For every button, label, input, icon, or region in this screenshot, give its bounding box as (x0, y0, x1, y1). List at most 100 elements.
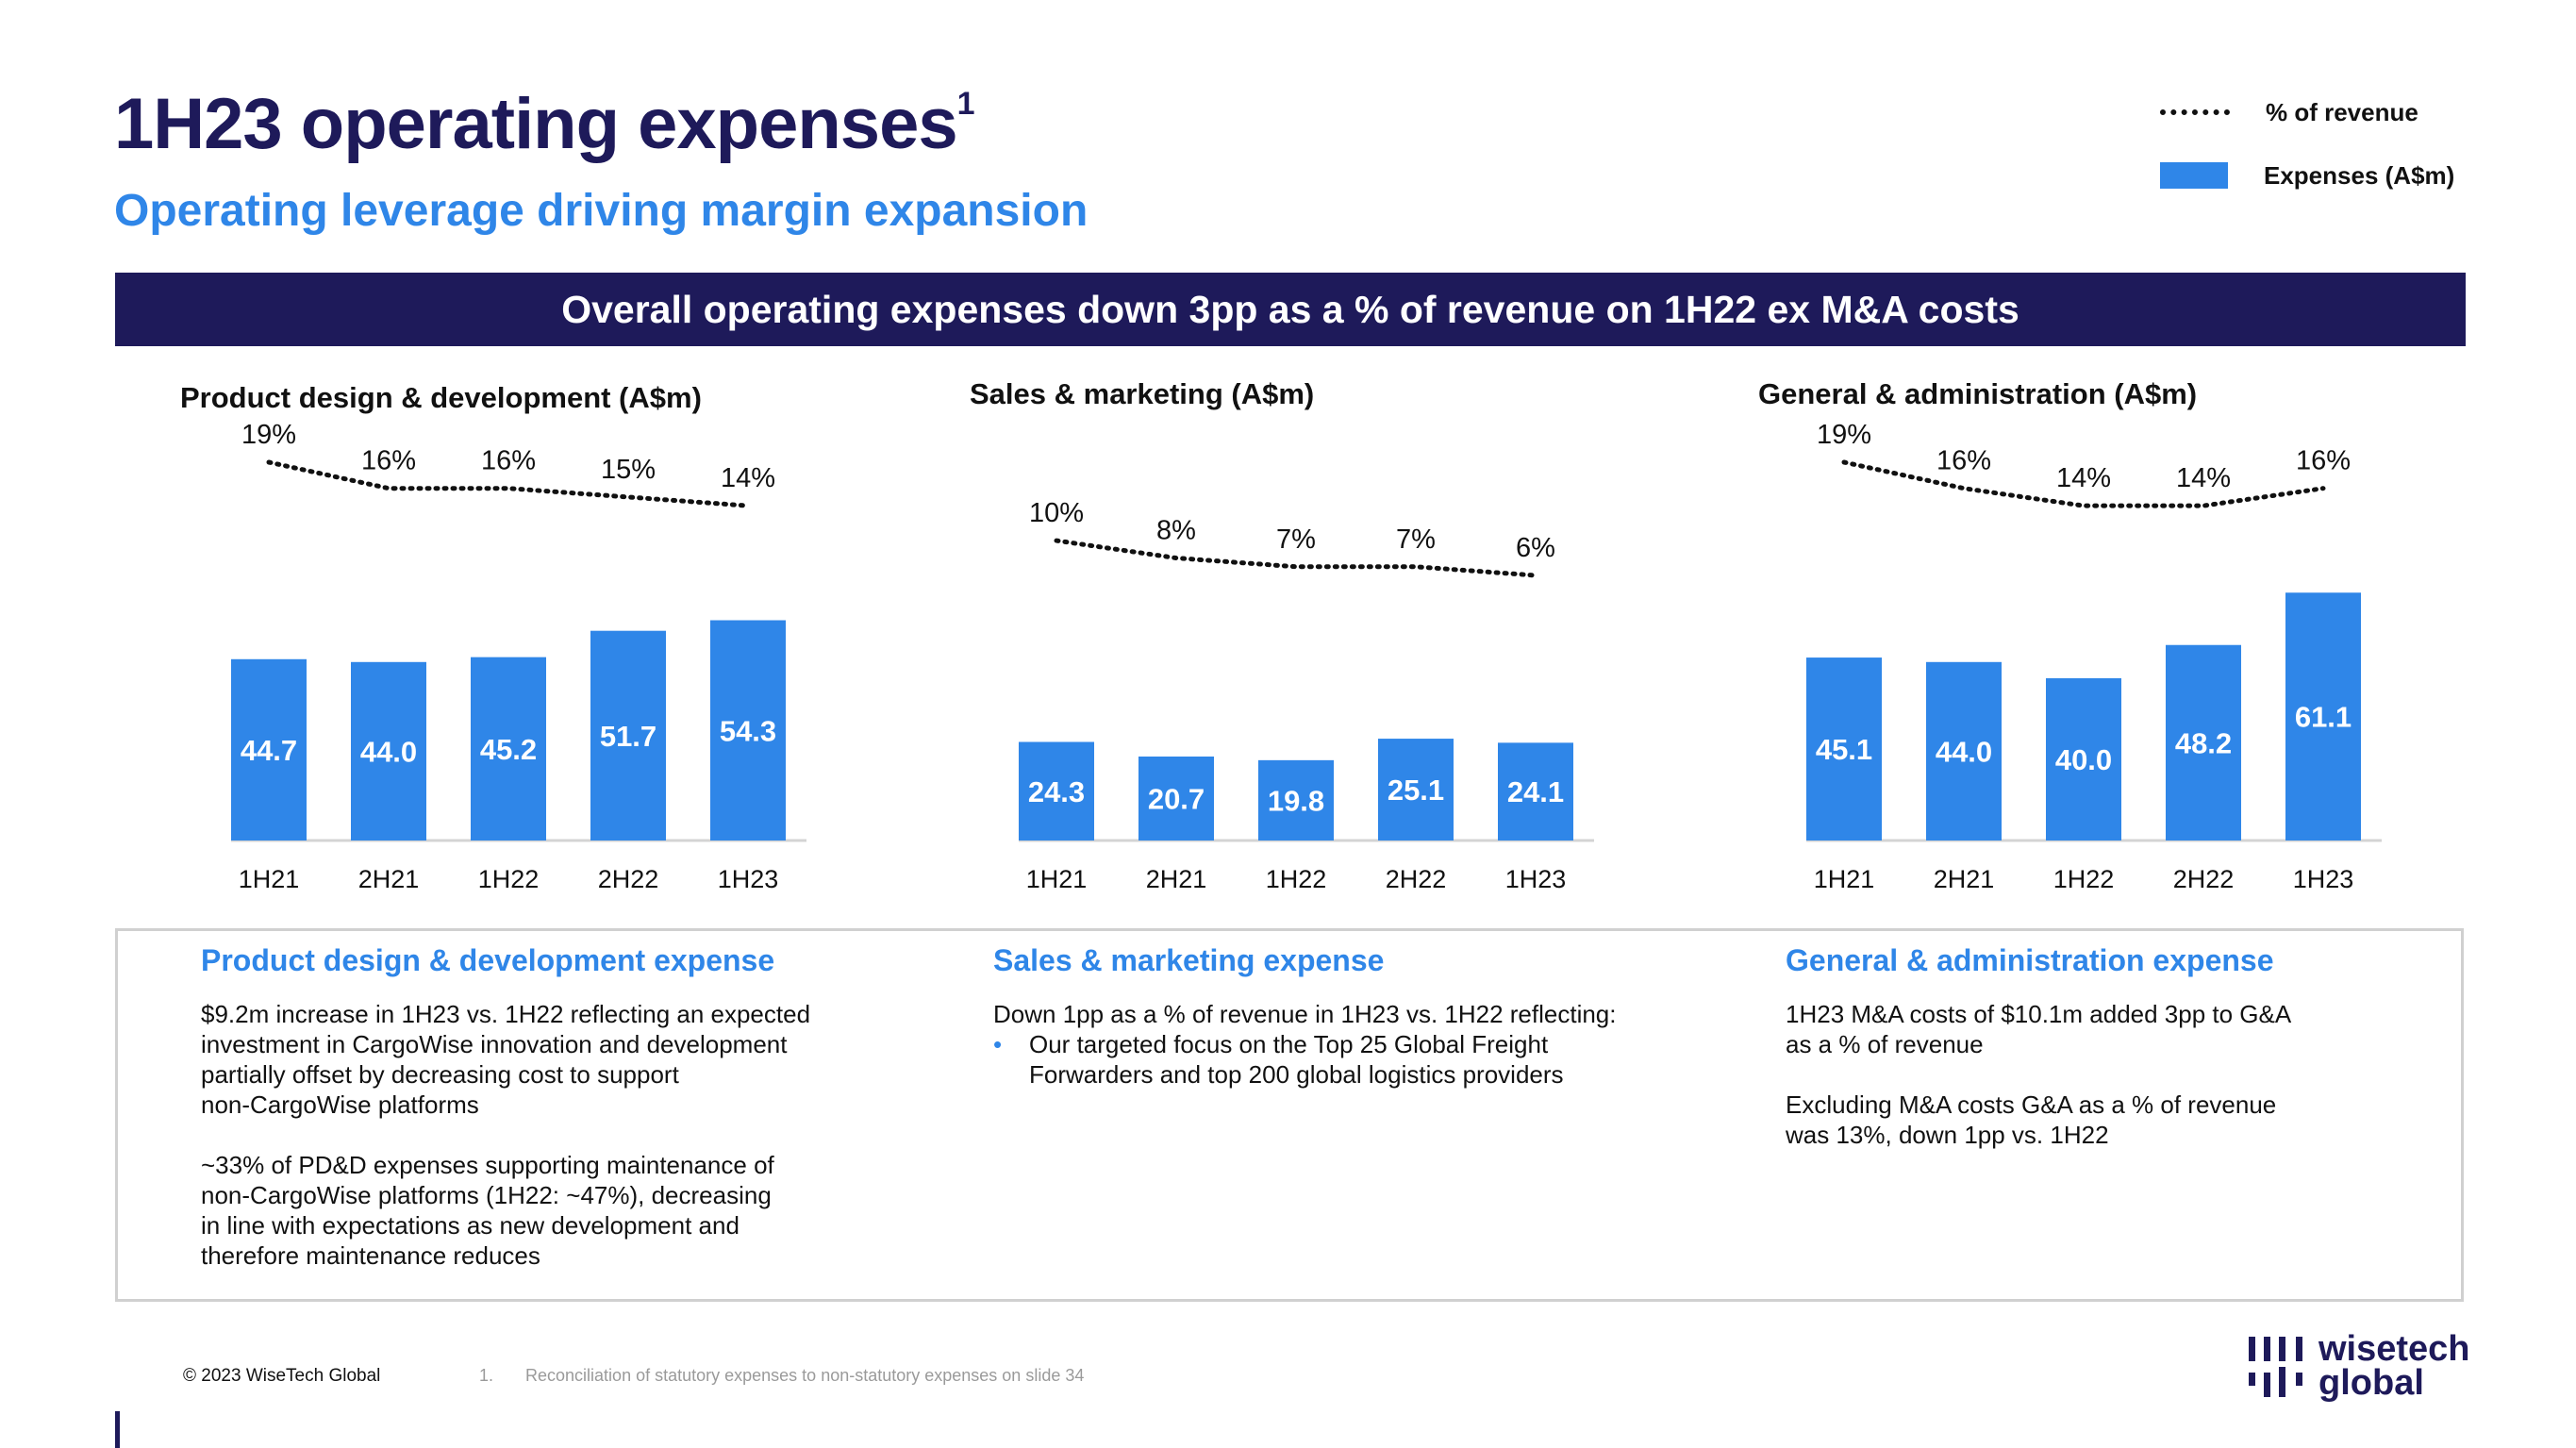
percent-label: 14% (721, 463, 775, 493)
percent-label: 14% (2056, 463, 2111, 493)
x-tick-label: 1H21 (1026, 865, 1088, 893)
percent-of-revenue-line (266, 459, 751, 508)
page-title: 1H23 operating expenses1 (114, 83, 975, 165)
x-tick-label: 1H23 (2293, 865, 2354, 893)
x-tick-label: 2H21 (1934, 865, 1995, 893)
percent-label: 16% (2296, 446, 2351, 476)
bar-1h21 (1806, 657, 1882, 841)
bar-swatch (2160, 162, 2228, 189)
x-tick-label: 2H21 (1146, 865, 1207, 893)
percent-label: 16% (1936, 446, 1991, 476)
page-title-text: 1H23 operating expenses (114, 84, 958, 164)
percent-label: 19% (1817, 420, 1871, 450)
ga-description: General & administration expense 1H23 M&… (1786, 943, 2465, 1180)
x-tick-label: 1H23 (1505, 865, 1567, 893)
legend-item-percent-revenue: % of revenue (2160, 89, 2418, 136)
page-subtitle: Operating leverage driving margin expans… (114, 186, 1089, 236)
bar-1h23 (710, 620, 786, 841)
bar-2h21 (1926, 661, 2002, 841)
x-tick-label: 1H23 (718, 865, 779, 893)
title-footnote-marker: 1 (956, 85, 975, 122)
pdd-description: Product design & development expense $9.… (201, 943, 880, 1301)
sm-description-title: Sales & marketing expense (993, 943, 1385, 977)
bar-value-label: 19.8 (1268, 784, 1324, 817)
percent-label: 16% (361, 446, 416, 476)
bar-2h22 (1378, 739, 1454, 841)
percent-label: 8% (1156, 516, 1196, 546)
chart-ga: 45.1 1H21 19% 44.0 2H21 16% 40.0 1H22 14% 48.2 2H2… (1806, 420, 2382, 893)
bar-2h22 (2166, 644, 2241, 841)
bar-value-label: 61.1 (2295, 701, 2352, 734)
sm-bullet-text: Our targeted focus on the Top 25 Global … (1029, 1030, 1564, 1089)
sm-description-paragraph-1: Down 1pp as a % of revenue in 1H23 vs. 1… (993, 1000, 1617, 1028)
x-tick-label: 1H22 (2053, 865, 2115, 893)
x-tick-label: 1H22 (1266, 865, 1327, 893)
legend-label-expenses: Expenses (A$m) (2264, 160, 2455, 190)
footnote: 1. Reconciliation of statutory expenses t… (479, 1366, 1084, 1386)
bar-1h22 (471, 657, 546, 841)
bar-value-label: 44.7 (241, 734, 297, 767)
bar-value-label: 20.7 (1148, 782, 1205, 815)
bar-value-label: 51.7 (600, 720, 656, 753)
bar-value-label: 25.1 (1388, 774, 1444, 807)
copyright-text: © 2023 WiseTech Global (183, 1366, 381, 1386)
percent-label: 10% (1029, 498, 1084, 528)
percent-label: 16% (481, 446, 536, 476)
bar-1h23 (1498, 742, 1573, 841)
bar-value-label: 48.2 (2175, 726, 2232, 759)
pdd-description-title: Product design & development expense (201, 943, 775, 977)
bar-value-label: 24.3 (1028, 775, 1085, 808)
percent-label: 6% (1516, 533, 1555, 563)
x-tick-label: 2H22 (2173, 865, 2235, 893)
bar-value-label: 45.2 (480, 733, 537, 766)
percent-of-revenue-line (1054, 538, 1538, 578)
legend-item-expenses: Expenses (A$m) (2160, 152, 2454, 199)
chart-sm: 24.3 1H21 10% 20.7 2H21 8% 19.8 1H22 7% 25.1 2H22 7… (1019, 498, 1594, 893)
x-tick-label: 2H22 (598, 865, 659, 893)
bar-1h21 (1019, 741, 1094, 841)
pdd-description-paragraph-1: $9.2m increase in 1H23 vs. 1H22 reflecti… (201, 1000, 811, 1119)
bar-1h23 (2285, 592, 2361, 841)
footnote-text: Reconciliation of statutory expenses to … (525, 1366, 1085, 1385)
ga-description-paragraph-2: Excluding M&A costs G&A as a % of revenu… (1786, 1090, 2277, 1149)
percent-label: 7% (1276, 524, 1316, 555)
bullet-icon: • (993, 1030, 1003, 1058)
bar-value-label: 44.0 (360, 735, 417, 768)
chart-title-sm: Sales & marketing (A$m) (970, 377, 1315, 410)
description-panel (115, 928, 2464, 1302)
dotted-line-swatch (2160, 109, 2230, 115)
ga-description-title: General & administration expense (1786, 943, 2274, 977)
bar-value-label: 45.1 (1816, 733, 1872, 766)
bar-1h21 (231, 658, 307, 841)
bar-value-label: 44.0 (1936, 735, 1992, 768)
x-tick-label: 1H21 (239, 865, 300, 893)
wisetech-logo: wisetech global (2247, 1329, 2470, 1403)
wisetech-logo-text: wisetech global (2318, 1329, 2470, 1403)
bar-1h22 (2046, 678, 2121, 841)
x-tick-label: 2H22 (1386, 865, 1447, 893)
percent-label: 19% (241, 420, 296, 450)
x-tick-label: 2H21 (358, 865, 420, 893)
percent-label: 15% (601, 455, 656, 485)
wisetech-logo-icon (2249, 1337, 2302, 1397)
pdd-description-paragraph-2: ~33% of PD&D expenses supporting mainten… (201, 1151, 774, 1270)
chart-title-ga: General & administration (A$m) (1758, 377, 2198, 410)
sm-description: Sales & marketing expense Down 1pp as a … (993, 943, 1672, 1090)
percent-label: 7% (1396, 524, 1436, 555)
x-tick-label: 1H22 (478, 865, 540, 893)
footnote-number: 1. (479, 1366, 494, 1385)
bar-value-label: 40.0 (2055, 743, 2112, 776)
legend-label-percent-revenue: % of revenue (2266, 97, 2418, 126)
bar-value-label: 54.3 (720, 714, 776, 747)
bar-value-label: 24.1 (1507, 775, 1564, 808)
sm-bullet-item: • Our targeted focus on the Top 25 Globa… (993, 1029, 1672, 1090)
chart-pdd: 44.7 1H21 19% 44.0 2H21 16% 45.2 1H22 16% 51.7 2H2… (231, 420, 806, 893)
x-tick-label: 1H21 (1814, 865, 1875, 893)
bar-1h22 (1258, 759, 1334, 841)
accent-line (115, 1411, 120, 1448)
bar-2h22 (590, 630, 666, 841)
headline-banner: Overall operating expenses down 3pp as a… (115, 273, 2466, 346)
chart-title-pdd: Product design & development (A$m) (180, 381, 702, 414)
percent-label: 14% (2176, 463, 2231, 493)
bar-2h21 (1138, 756, 1214, 841)
